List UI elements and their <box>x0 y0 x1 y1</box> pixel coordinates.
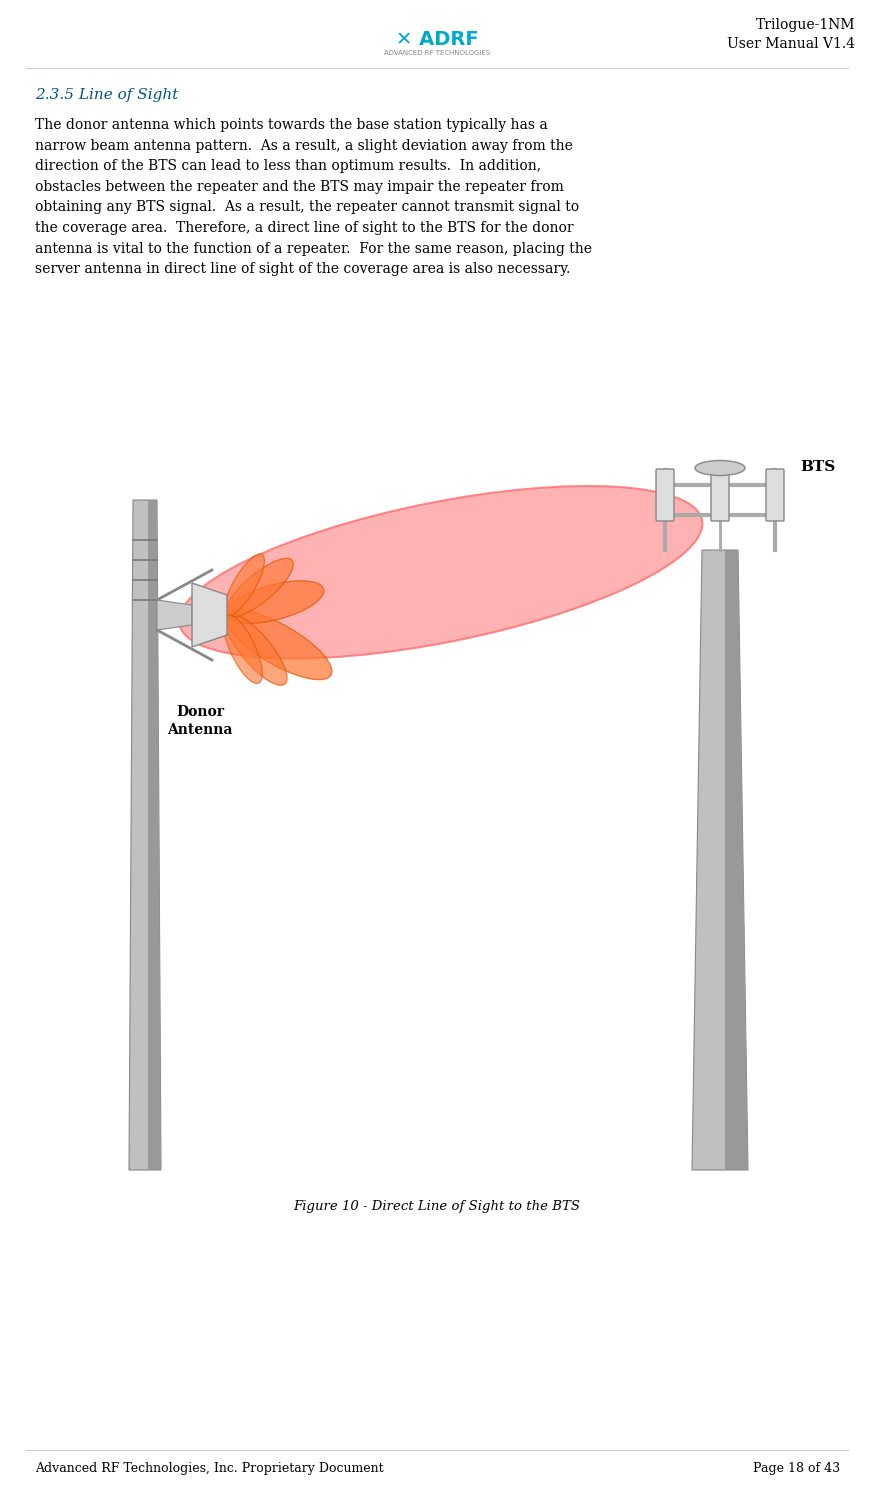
Polygon shape <box>692 549 748 1170</box>
Ellipse shape <box>179 485 703 658</box>
Text: Figure 10 - Direct Line of Sight to the BTS: Figure 10 - Direct Line of Sight to the … <box>294 1200 580 1214</box>
Ellipse shape <box>225 558 294 616</box>
Ellipse shape <box>226 610 332 679</box>
Ellipse shape <box>225 613 287 685</box>
Text: ✕ ADRF: ✕ ADRF <box>396 30 478 49</box>
Polygon shape <box>148 500 161 1170</box>
FancyBboxPatch shape <box>766 469 784 521</box>
Ellipse shape <box>226 581 323 624</box>
FancyBboxPatch shape <box>711 469 729 521</box>
Text: Page 18 of 43: Page 18 of 43 <box>753 1462 840 1476</box>
Polygon shape <box>157 600 192 630</box>
FancyBboxPatch shape <box>656 469 674 521</box>
Text: ADVANCED RF TECHNOLOGIES: ADVANCED RF TECHNOLOGIES <box>384 51 490 57</box>
Polygon shape <box>192 584 227 648</box>
Text: Donor
Antenna: Donor Antenna <box>167 704 232 737</box>
Text: Advanced RF Technologies, Inc. Proprietary Document: Advanced RF Technologies, Inc. Proprieta… <box>35 1462 384 1476</box>
Polygon shape <box>725 549 748 1170</box>
Text: The donor antenna which points towards the base station typically has a
narrow b: The donor antenna which points towards t… <box>35 118 592 275</box>
Text: Trilogue-1NM
User Manual V1.4: Trilogue-1NM User Manual V1.4 <box>727 18 855 52</box>
Ellipse shape <box>224 615 262 683</box>
Polygon shape <box>129 500 161 1170</box>
Text: 2.3.5 Line of Sight: 2.3.5 Line of Sight <box>35 88 178 103</box>
Ellipse shape <box>695 460 745 475</box>
Text: BTS: BTS <box>800 460 836 474</box>
Ellipse shape <box>225 554 265 615</box>
